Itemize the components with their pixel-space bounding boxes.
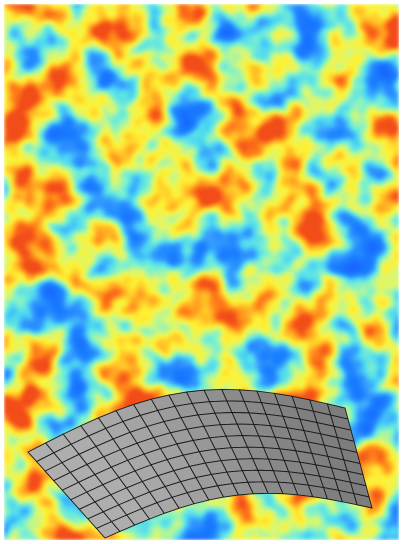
surface-cell bbox=[353, 492, 373, 509]
grid-surface bbox=[27, 388, 373, 539]
